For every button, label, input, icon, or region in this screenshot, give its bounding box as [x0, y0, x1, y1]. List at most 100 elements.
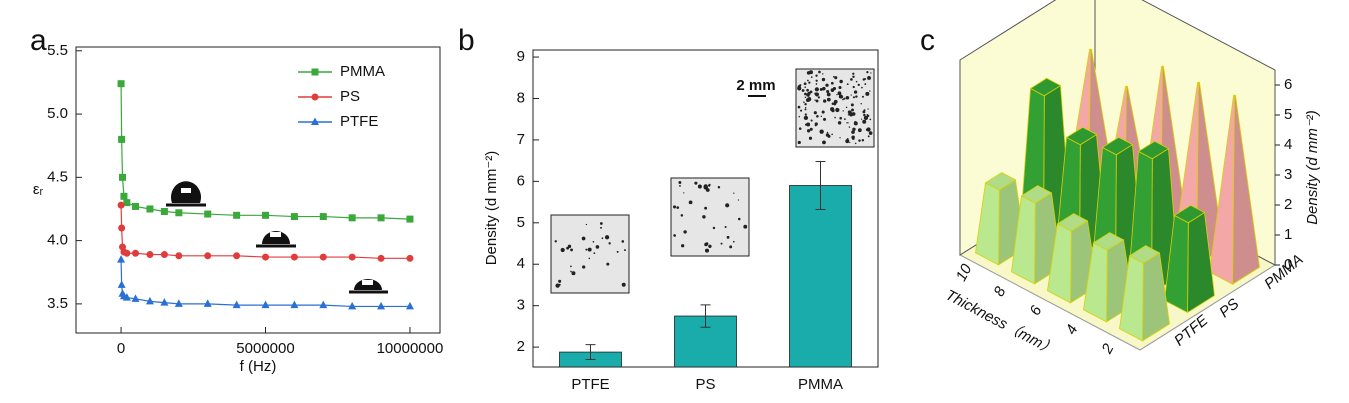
- marker: [117, 80, 125, 88]
- marker: [348, 253, 356, 261]
- inset-dot: [820, 115, 823, 118]
- inset-image: [550, 214, 630, 294]
- series-line: [120, 83, 410, 220]
- x-tick-label: 4: [1063, 322, 1082, 337]
- inset-dot: [852, 72, 855, 75]
- inset-dot: [867, 135, 870, 138]
- inset-dot: [595, 245, 600, 249]
- inset-dot: [678, 181, 682, 184]
- marker: [405, 301, 414, 310]
- inset-dot: [869, 118, 872, 121]
- inset-dot: [601, 237, 604, 240]
- inset-dot: [855, 95, 858, 98]
- inset-dot: [870, 72, 872, 74]
- marker: [348, 214, 356, 222]
- inset-dot: [582, 265, 586, 269]
- z-tick-label: 2: [1284, 196, 1292, 213]
- legend-label: PS: [340, 88, 360, 105]
- panel-label: a: [30, 24, 47, 57]
- y-tick-label: 8: [517, 89, 525, 106]
- inset-dot: [821, 77, 826, 82]
- inset-dot: [830, 88, 835, 92]
- inset-dot: [592, 240, 595, 243]
- inset-dot: [797, 140, 801, 145]
- error-bar: [815, 160, 826, 211]
- inset-dot: [805, 123, 808, 126]
- inset-dot: [732, 240, 735, 243]
- inset-dot: [571, 271, 576, 276]
- inset-dot: [707, 184, 711, 187]
- inset-dot: [858, 139, 861, 142]
- z-tick-label: 6: [1284, 76, 1292, 93]
- inset-dot: [851, 112, 856, 116]
- inset-dot: [679, 185, 681, 187]
- bar-top: [1101, 136, 1134, 156]
- inset-dot: [807, 79, 809, 82]
- marker: [118, 135, 126, 143]
- marker: [131, 294, 140, 302]
- inset-dot: [804, 103, 807, 106]
- marker: [118, 224, 126, 232]
- inset-dot: [825, 133, 830, 137]
- marker: [377, 254, 385, 262]
- bar-top: [984, 172, 1017, 191]
- inset-dot: [621, 282, 626, 287]
- inset-dot: [857, 83, 860, 86]
- marker: [319, 213, 327, 221]
- inset-dot: [822, 73, 824, 75]
- inset-dot: [833, 99, 838, 104]
- marker: [233, 211, 241, 219]
- x-tick-label: 5000000: [236, 340, 294, 357]
- inset-dot: [852, 85, 855, 89]
- x-tick-label: PTFE: [571, 376, 609, 393]
- inset-dot: [863, 113, 866, 117]
- inset-dot: [815, 74, 818, 77]
- inset-dot: [845, 139, 850, 144]
- marker: [117, 201, 125, 209]
- y-tick-label: 4.5: [47, 168, 68, 185]
- y-tick-label: 3.5: [47, 295, 68, 312]
- inset-dot: [862, 110, 866, 114]
- inset-dot: [804, 92, 807, 96]
- inset-dot: [810, 76, 813, 78]
- marker: [311, 117, 319, 125]
- bar-top: [1029, 77, 1062, 97]
- inset-dot: [726, 235, 730, 239]
- inset-dot: [801, 89, 805, 92]
- inset-dot: [804, 113, 807, 116]
- marker: [204, 252, 212, 260]
- inset-dot: [846, 83, 849, 86]
- inset-dot: [852, 75, 855, 79]
- inset-dot: [831, 133, 833, 136]
- micrograph-insets: [550, 68, 875, 294]
- inset-dot: [839, 116, 842, 120]
- inset-dot: [851, 108, 854, 112]
- inset-dot: [593, 252, 596, 254]
- inset-dot: [822, 86, 826, 91]
- inset-dot: [805, 106, 807, 109]
- inset-dot: [694, 181, 698, 185]
- inset-dot: [813, 111, 817, 115]
- inset-dot: [554, 240, 557, 243]
- inset-dot: [839, 137, 841, 139]
- inset-dot: [850, 103, 854, 107]
- inset-dot: [834, 116, 836, 119]
- inset-dot: [702, 215, 706, 219]
- inset-dot: [606, 262, 610, 266]
- error-bar: [700, 304, 711, 328]
- scale-bar-label: 2 mm: [736, 77, 775, 94]
- inset-dot: [838, 85, 842, 90]
- bar-top: [1160, 65, 1165, 68]
- inset-dot: [860, 118, 863, 120]
- inset-dot: [831, 102, 834, 105]
- bar: [789, 185, 852, 368]
- inset-dot: [826, 89, 830, 94]
- inset-dot: [798, 115, 801, 118]
- legend-label: PMMA: [340, 63, 385, 80]
- inset-dot: [806, 129, 811, 133]
- inset-dot: [847, 122, 849, 124]
- marker: [146, 251, 154, 259]
- marker: [146, 205, 154, 213]
- inset-dot: [861, 95, 864, 98]
